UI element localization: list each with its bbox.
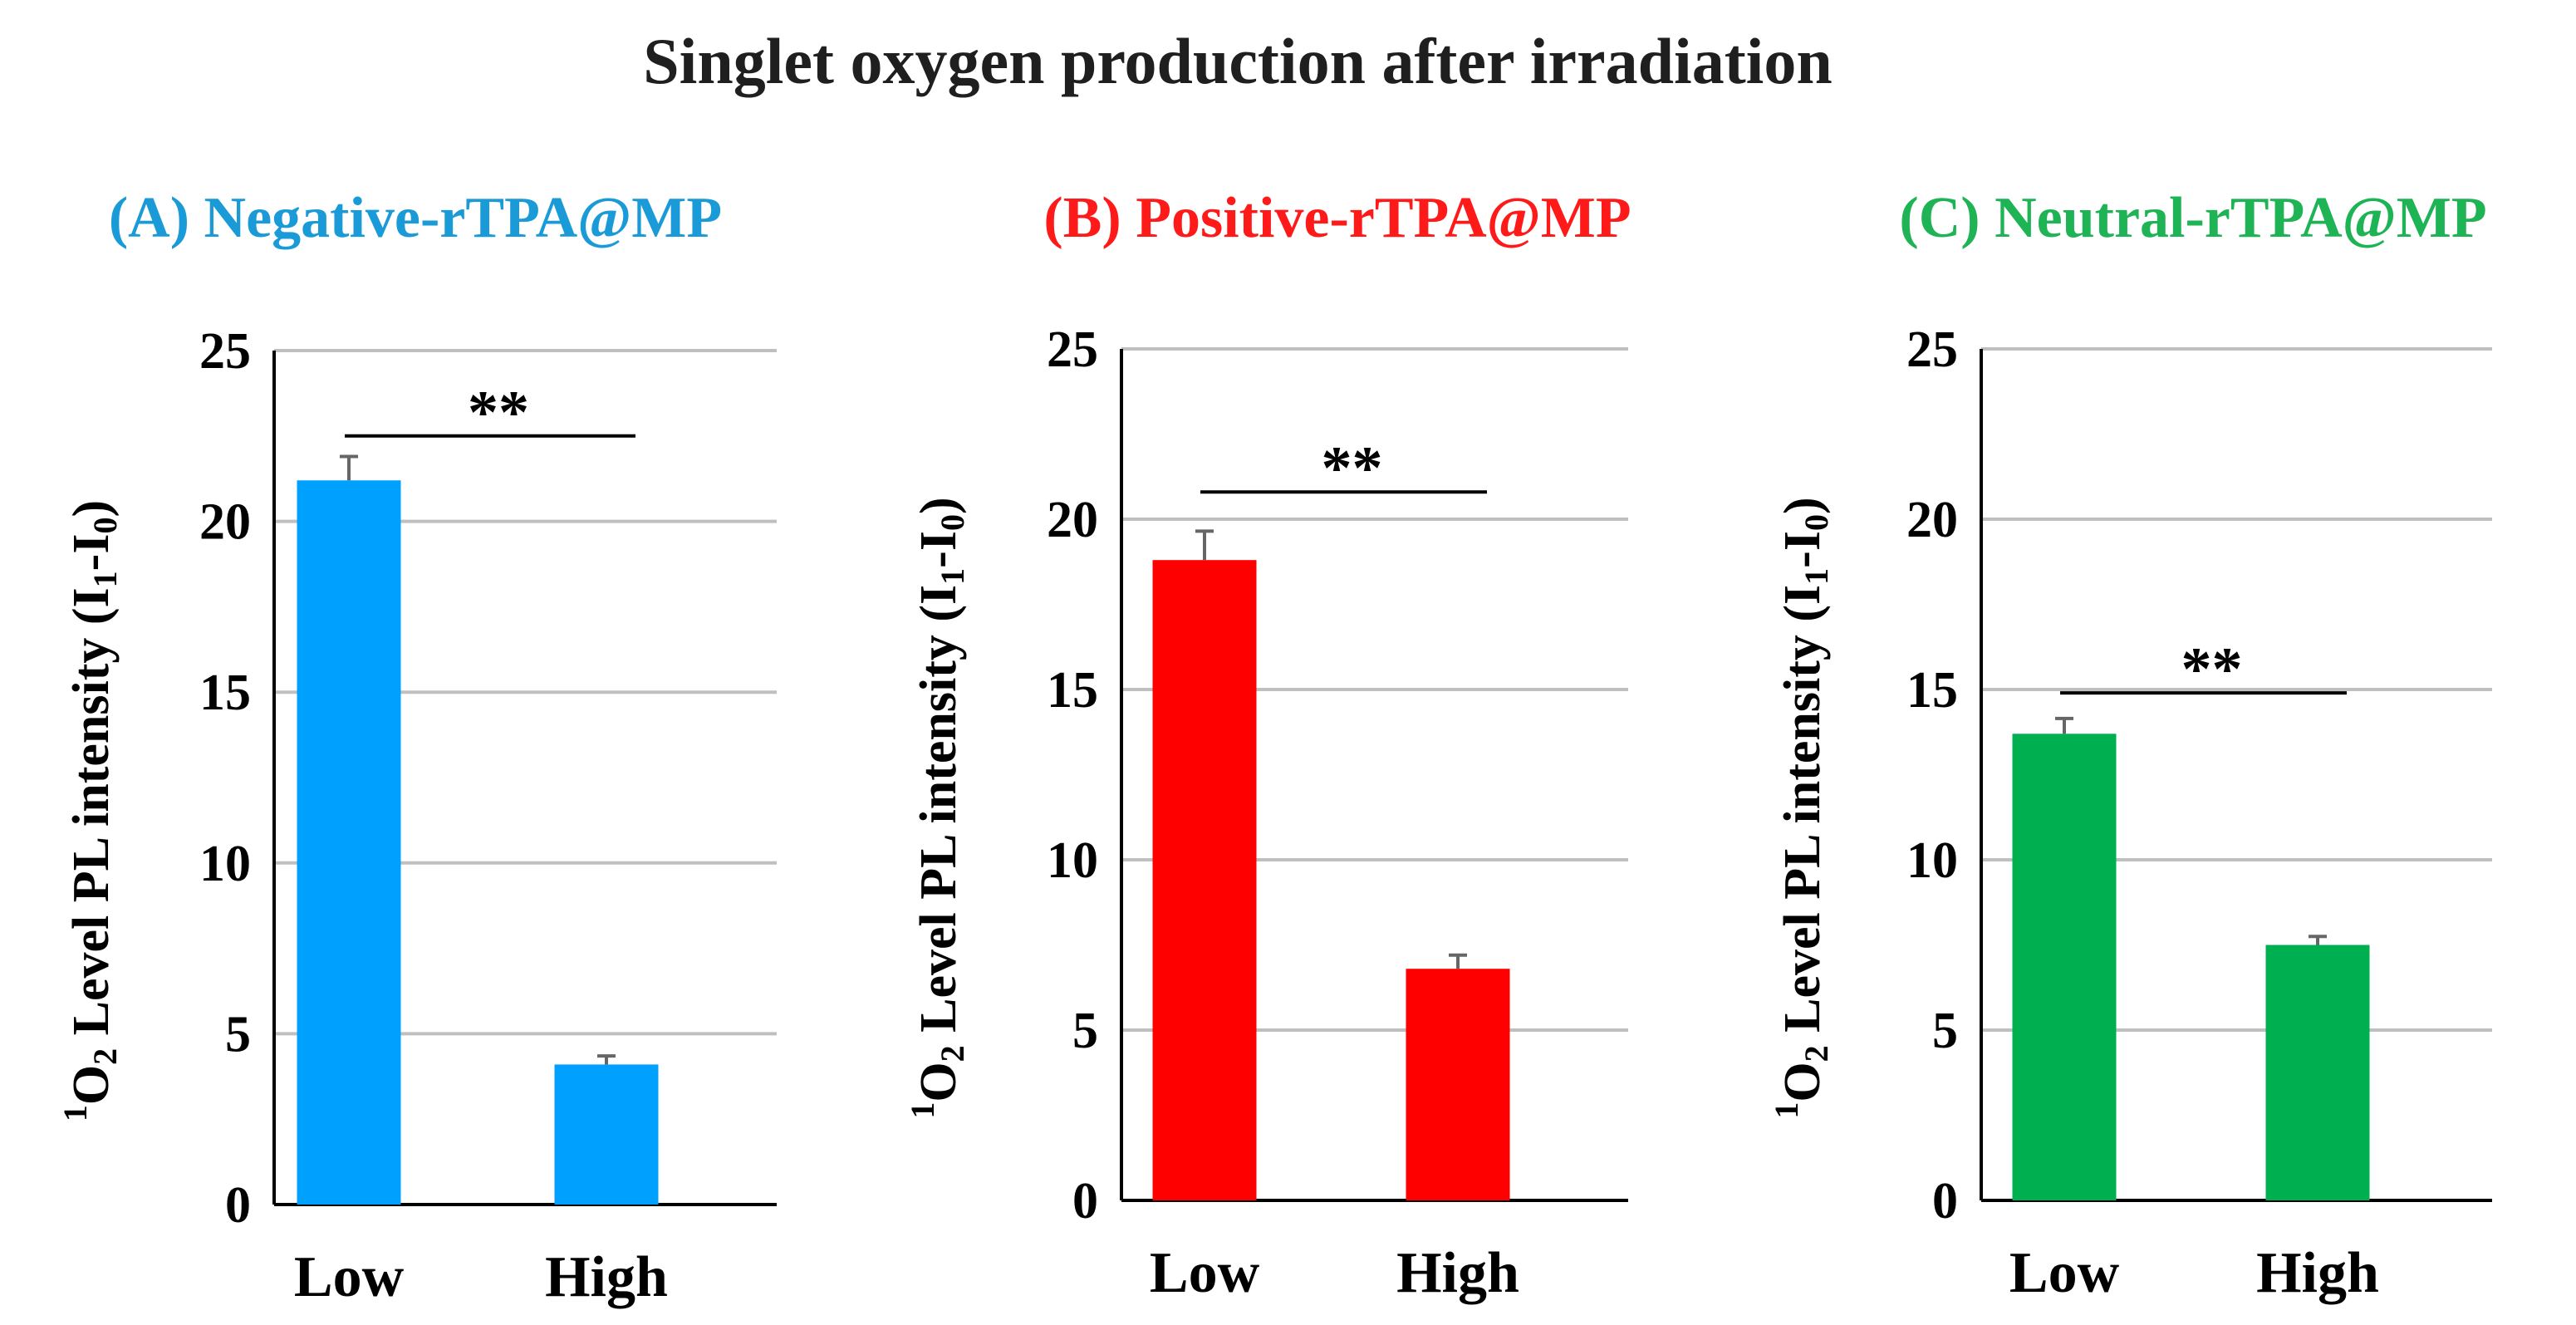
significance-label: ** [468, 379, 529, 447]
bar-high [554, 1064, 659, 1205]
y-tick-label: 10 [1906, 832, 1958, 889]
bar-low [1152, 560, 1257, 1200]
chart-panel: (A) Negative-rTPA@MP 0 5 10 15 20 25 Low High ** 1… [56, 186, 777, 1309]
x-category-label: Low [294, 1245, 405, 1309]
x-category-label: High [2256, 1241, 2379, 1305]
y-tick-label: 25 [199, 323, 251, 380]
y-tick-label: 25 [1047, 321, 1098, 378]
significance-label: ** [2181, 636, 2243, 704]
y-tick-label: 0 [225, 1177, 251, 1234]
y-tick-label: 5 [1072, 1003, 1098, 1059]
y-tick-label: 10 [199, 836, 251, 892]
panel-title: (B) Positive-rTPA@MP [1043, 186, 1631, 250]
chart-panels: (A) Negative-rTPA@MP 0 5 10 15 20 25 Low High ** 1… [56, 186, 2492, 1309]
y-tick-label: 5 [225, 1006, 251, 1062]
chart-panel: (C) Neutral-rTPA@MP 0 5 10 15 20 25 Low High ** 1O… [1768, 186, 2492, 1305]
figure-title: Singlet oxygen production after irradiat… [643, 25, 1832, 97]
bar-high [2265, 945, 2370, 1200]
chart-panel: (B) Positive-rTPA@MP 0 5 10 15 20 25 Low High ** 1… [904, 186, 1631, 1305]
panel-title: (C) Neutral-rTPA@MP [1899, 186, 2486, 250]
bar-low [2012, 734, 2117, 1200]
y-tick-label: 15 [1047, 662, 1098, 719]
x-category-label: High [545, 1245, 668, 1309]
x-category-label: Low [2009, 1241, 2120, 1305]
x-category-label: Low [1150, 1241, 1260, 1305]
x-category-label: High [1396, 1241, 1519, 1305]
y-tick-label: 0 [1932, 1173, 1958, 1229]
bar-high [1406, 969, 1510, 1200]
y-tick-label: 15 [1906, 662, 1958, 719]
significance-label: ** [1322, 434, 1383, 503]
y-axis-label: 1O2 Level PL intensity (I1-I0) [904, 497, 971, 1118]
y-axis-label: 1O2 Level PL intensity (I1-I0) [1768, 497, 1835, 1118]
y-tick-label: 5 [1932, 1003, 1958, 1059]
panel-title: (A) Negative-rTPA@MP [109, 186, 722, 250]
y-tick-label: 10 [1047, 832, 1098, 889]
y-tick-label: 20 [199, 494, 251, 551]
y-tick-label: 0 [1072, 1173, 1098, 1229]
y-tick-label: 20 [1047, 492, 1098, 548]
y-tick-label: 15 [199, 665, 251, 721]
y-tick-label: 20 [1906, 492, 1958, 548]
y-axis-label: 1O2 Level PL intensity (I1-I0) [56, 500, 124, 1121]
bar-low [297, 480, 401, 1205]
y-tick-label: 25 [1906, 321, 1958, 378]
